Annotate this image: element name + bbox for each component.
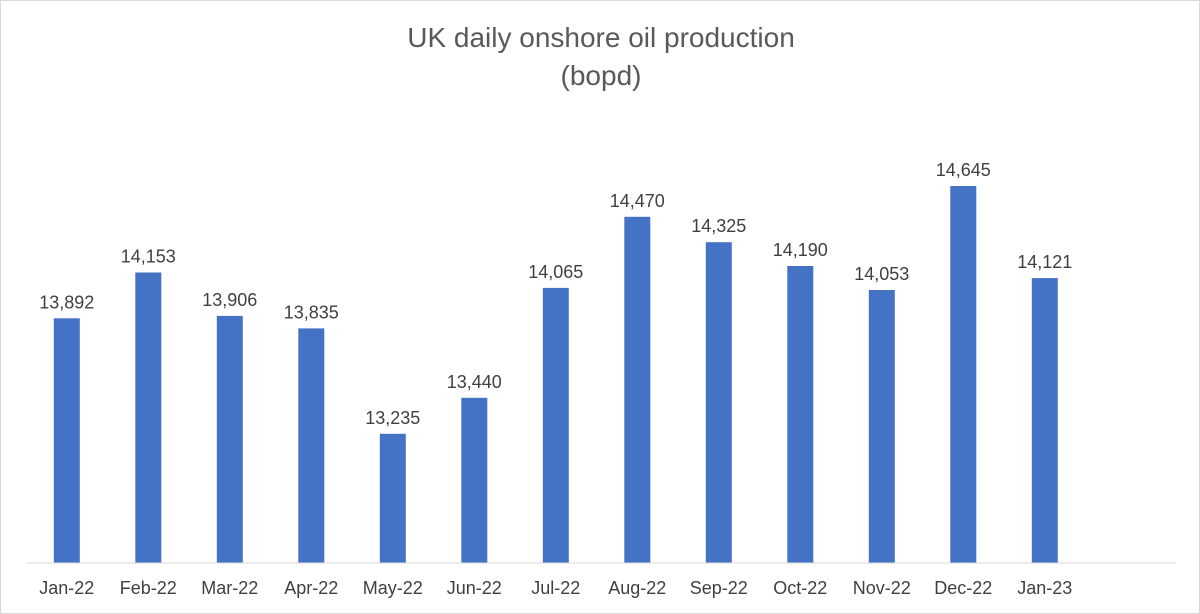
x-tick-label-sep-22: Sep-22 [690, 578, 748, 598]
data-label-dec-22: 14,645 [936, 160, 991, 180]
x-tick-label-jan-22: Jan-22 [39, 578, 94, 598]
x-tick-labels-layer: Jan-22 Feb-22 Mar-22 Apr-22 May-22 Jun-22 Jul-… [39, 578, 1072, 598]
x-tick-label-feb-22: Feb-22 [120, 578, 177, 598]
x-tick-label-dec-22: Dec-22 [934, 578, 992, 598]
bar-dec-22 [950, 186, 977, 563]
data-label-mar-22: 13,906 [202, 290, 257, 310]
x-tick-label-apr-22: Apr-22 [284, 578, 338, 598]
data-label-sep-22: 14,325 [691, 216, 746, 236]
bar-jan-22 [53, 318, 80, 563]
bar-jun-22 [461, 397, 488, 563]
bar-feb-22 [135, 272, 162, 563]
data-labels-layer: 13,892 14,153 13,906 13,835 13,235 13,440 14,0… [39, 160, 1072, 428]
bar-aug-22 [624, 216, 651, 564]
data-label-apr-22: 13,835 [284, 302, 339, 322]
data-label-jun-22: 13,440 [447, 372, 502, 392]
bar-may-22 [379, 433, 406, 563]
x-tick-label-aug-22: Aug-22 [608, 578, 666, 598]
data-label-feb-22: 14,153 [121, 247, 176, 267]
data-label-may-22: 13,235 [365, 408, 420, 428]
x-tick-label-mar-22: Mar-22 [201, 578, 258, 598]
x-tick-label-jul-22: Jul-22 [531, 578, 580, 598]
bar-oct-22 [787, 266, 814, 563]
bar-sep-22 [705, 242, 732, 563]
x-tick-label-nov-22: Nov-22 [853, 578, 911, 598]
bars-layer [53, 186, 1058, 564]
bar-mar-22 [216, 315, 243, 563]
x-tick-label-jun-22: Jun-22 [447, 578, 502, 598]
data-label-aug-22: 14,470 [610, 191, 665, 211]
bar-apr-22 [298, 328, 325, 563]
x-tick-label-jan-23: Jan-23 [1017, 578, 1072, 598]
bar-jul-22 [542, 287, 569, 563]
chart-title: UK daily onshore oil production [407, 22, 795, 53]
chart-subtitle: (bopd) [560, 60, 642, 91]
data-label-jan-22: 13,892 [39, 292, 94, 312]
data-label-oct-22: 14,190 [773, 240, 828, 260]
data-label-nov-22: 14,053 [854, 264, 909, 284]
chart-title-block: UK daily onshore oil production (bopd) [1, 19, 1200, 95]
bar-nov-22 [868, 290, 895, 563]
data-label-jan-23: 14,121 [1017, 252, 1072, 272]
bar-jan-23 [1031, 278, 1058, 563]
x-tick-label-may-22: May-22 [363, 578, 423, 598]
data-label-jul-22: 14,065 [528, 262, 583, 282]
x-tick-label-oct-22: Oct-22 [773, 578, 827, 598]
